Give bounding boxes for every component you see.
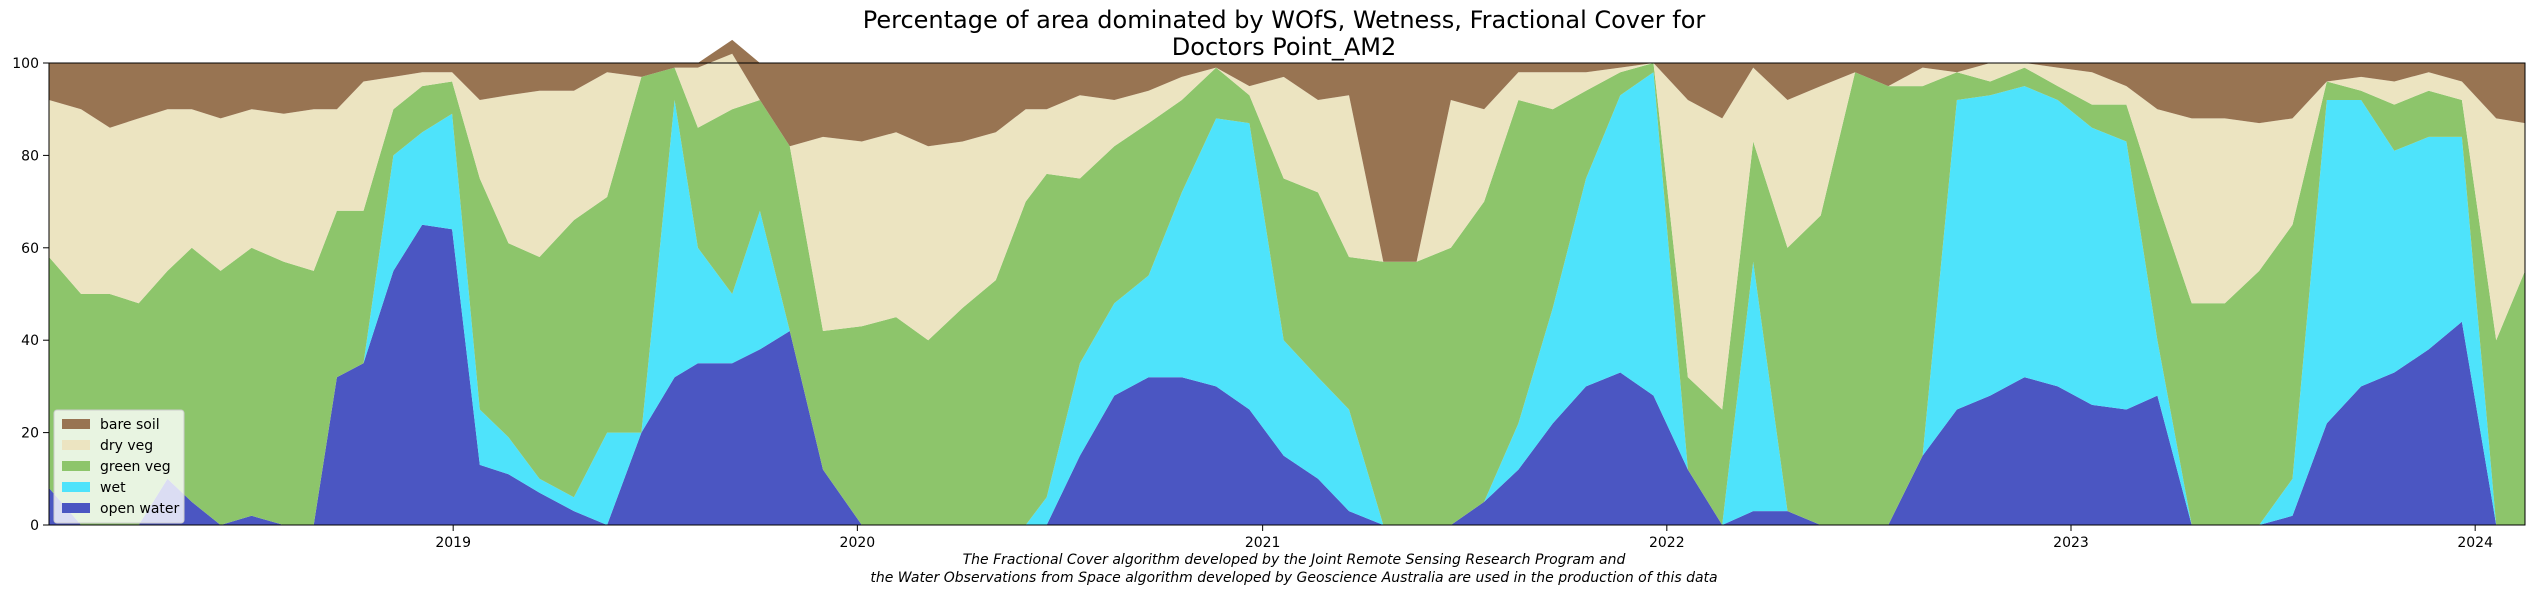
plot-frame — [48, 62, 2526, 526]
x-tick-label: 2023 — [2053, 535, 2089, 551]
legend-label: bare soil — [100, 417, 160, 433]
x-tick-label: 2021 — [1245, 535, 1281, 551]
chart-title-line-1: Percentage of area dominated by WOfS, We… — [863, 6, 1706, 34]
legend-swatch — [62, 482, 90, 492]
stacked-areas — [49, 39, 2525, 525]
legend-box — [53, 409, 185, 524]
x-tick-label: 2022 — [1649, 535, 1685, 551]
y-tick-label: 60 — [21, 241, 39, 257]
x-tick-label: 2020 — [840, 535, 876, 551]
legend-swatch — [62, 503, 90, 513]
area-green-veg — [49, 63, 2525, 525]
y-tick-label: 0 — [30, 518, 39, 534]
x-tick-label: 2019 — [435, 535, 471, 551]
y-axis: 0 20 40 60 80 100 — [12, 56, 49, 534]
chart-title-line-2: Doctors Point_AM2 — [1172, 33, 1396, 61]
legend: bare soil dry veg green veg wet open water — [53, 409, 185, 524]
area-wet — [49, 72, 2525, 525]
legend-label: wet — [100, 480, 126, 496]
y-tick-label: 40 — [21, 333, 39, 349]
y-tick-label: 80 — [21, 148, 39, 164]
legend-label: dry veg — [100, 438, 153, 454]
legend-label: open water — [100, 501, 180, 517]
caption-line-2: the Water Observations from Space algori… — [870, 570, 1717, 586]
y-tick-label: 100 — [12, 56, 39, 72]
legend-label: green veg — [100, 459, 171, 475]
area-open-water — [49, 224, 2525, 525]
legend-swatch — [62, 461, 90, 471]
legend-swatch — [62, 440, 90, 450]
y-tick-label: 20 — [21, 426, 39, 442]
x-axis: 2019 2020 2021 2022 2023 2024 — [435, 525, 2493, 551]
area-dry-veg — [49, 53, 2525, 410]
legend-swatch — [62, 419, 90, 429]
caption-line-1: The Fractional Cover algorithm developed… — [963, 552, 1626, 568]
x-tick-label: 2024 — [2457, 535, 2493, 551]
